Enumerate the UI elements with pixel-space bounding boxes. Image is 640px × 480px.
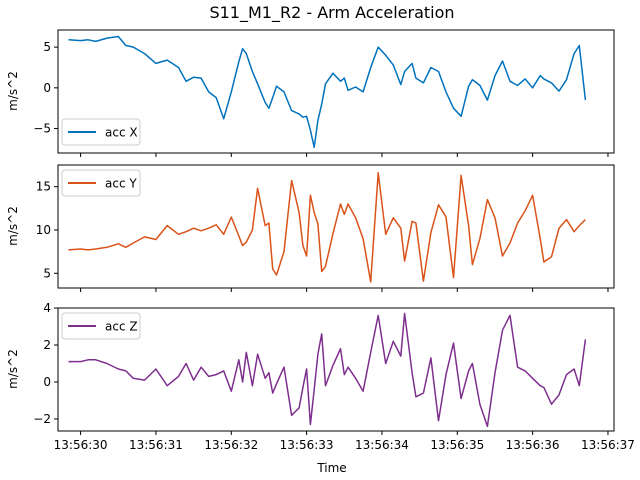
y-axis-label: m/s^2 — [6, 71, 20, 111]
x-tick-label: 13:56:33 — [280, 438, 334, 452]
x-tick-label: 13:56:30 — [54, 438, 108, 452]
legend-box — [61, 118, 141, 146]
x-tick-label: 13:56:31 — [129, 438, 183, 452]
legend: acc X — [61, 118, 141, 146]
y-tick-label: 4 — [43, 301, 51, 315]
x-tick-label: 13:56:34 — [355, 438, 409, 452]
x-tick-label: 13:56:32 — [204, 438, 258, 452]
x-tick-label: 13:56:35 — [430, 438, 484, 452]
y-tick-label: 0 — [43, 375, 51, 389]
y-axis-ticks: −5 0 5 — [33, 40, 58, 136]
y-tick-label: −2 — [33, 412, 51, 426]
x-tick-label: 13:56:37 — [581, 438, 635, 452]
chart-title: S11_M1_R2 - Arm Acceleration — [209, 3, 454, 23]
series-line-acc-z — [68, 312, 587, 428]
y-axis-ticks: −2 0 2 4 — [33, 301, 58, 426]
x-axis-tick-labels: 13:56:30 13:56:31 13:56:32 13:56:33 13:56:34… — [54, 438, 635, 452]
panel-frame — [57, 307, 615, 432]
legend: acc Z — [61, 312, 141, 340]
legend-label: acc Z — [105, 320, 138, 334]
series-line-acc-y — [68, 172, 586, 283]
y-tick-label: 5 — [43, 266, 51, 280]
panel-acc-z: m/s^2 −2 0 2 4 acc Z — [6, 301, 615, 435]
series-line-acc-x — [68, 35, 587, 149]
panel-acc-x: m/s^2 −5 0 5 acc X — [6, 29, 615, 157]
y-axis-label: m/s^2 — [6, 206, 20, 246]
legend-box — [61, 312, 141, 340]
y-tick-label: 10 — [36, 223, 51, 237]
y-tick-label: −5 — [33, 122, 51, 136]
panel-frame — [57, 29, 615, 154]
x-axis-label: Time — [316, 461, 346, 475]
y-axis-label: m/s^2 — [6, 349, 20, 389]
x-tick-label: 13:56:36 — [506, 438, 560, 452]
legend-label: acc Y — [105, 177, 137, 191]
x-axis-ticks — [80, 431, 609, 435]
y-tick-label: 0 — [43, 81, 51, 95]
y-axis-ticks: 5 10 15 — [36, 180, 58, 280]
legend: acc Y — [61, 169, 141, 197]
y-tick-label: 5 — [43, 40, 51, 54]
panel-frame — [57, 164, 615, 289]
y-tick-label: 2 — [43, 338, 51, 352]
x-axis-ticks — [80, 288, 609, 292]
panel-acc-y: m/s^2 5 10 15 acc Y — [6, 164, 615, 292]
legend-label: acc X — [105, 126, 138, 140]
legend-box — [61, 169, 141, 197]
x-axis-ticks — [80, 153, 609, 157]
y-tick-label: 15 — [36, 180, 51, 194]
